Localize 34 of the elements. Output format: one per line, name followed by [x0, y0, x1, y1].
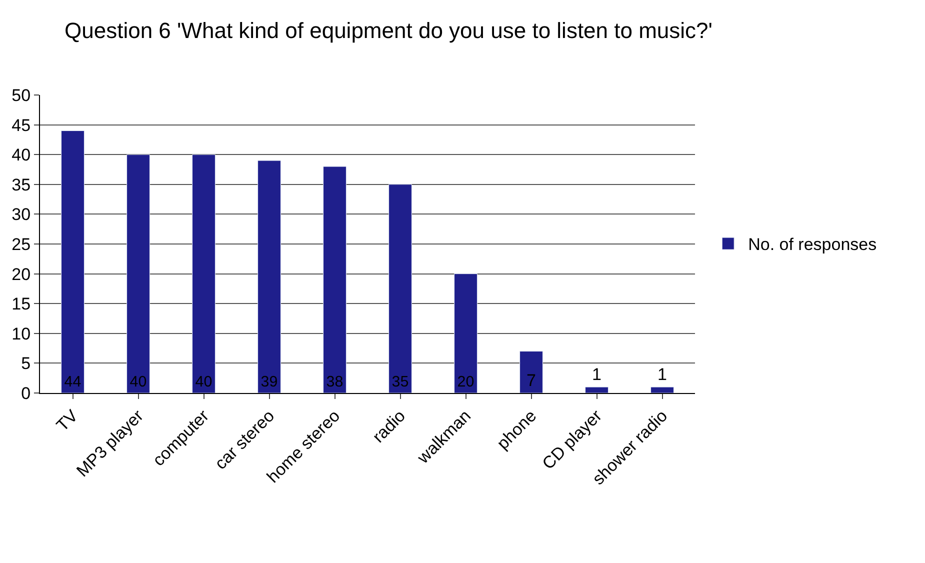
y-tick-label: 45: [12, 116, 31, 135]
data-label: 7: [526, 371, 536, 390]
legend-label: No. of responses: [748, 235, 877, 254]
data-label: 40: [130, 373, 147, 390]
bar: [454, 274, 478, 393]
data-label: 39: [260, 373, 278, 390]
y-tick-label: 0: [21, 384, 31, 403]
bar: [258, 160, 281, 393]
y-tick-label: 50: [12, 86, 31, 105]
data-label: 20: [457, 373, 474, 390]
y-tick-label: 20: [12, 264, 31, 284]
bar: [126, 154, 150, 393]
data-label: 1: [592, 365, 602, 384]
y-tick-label: 35: [12, 175, 31, 194]
y-tick-label: 5: [21, 354, 31, 374]
y-tick-label: 40: [12, 146, 31, 165]
data-label: 1: [658, 365, 667, 384]
bar: [61, 130, 84, 393]
data-label: 40: [195, 373, 212, 390]
chart-title: Question 6 'What kind of equipment do you use to listen to music?': [64, 18, 712, 43]
bar: [323, 166, 346, 393]
data-label: 38: [326, 373, 344, 390]
y-tick-label: 25: [12, 234, 31, 254]
bar: [650, 386, 674, 393]
y-tick-label: 15: [12, 294, 31, 314]
y-tick-label: 30: [12, 205, 31, 224]
x-tick-label: TV: [52, 406, 82, 436]
bar: [388, 184, 412, 393]
data-label: 35: [392, 373, 409, 390]
y-tick-label: 10: [12, 324, 31, 344]
bar: [192, 154, 216, 393]
data-label: 44: [64, 373, 82, 390]
bar: [520, 351, 543, 393]
bar: [585, 386, 608, 393]
